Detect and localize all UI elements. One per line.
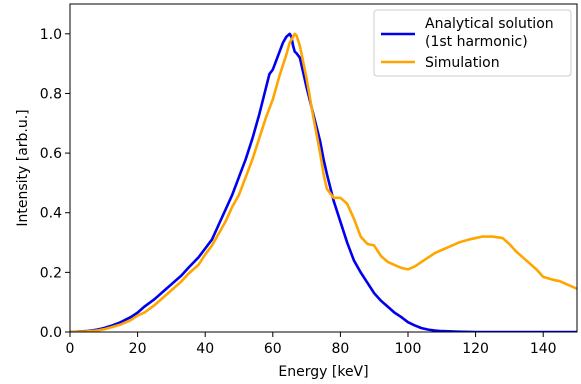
- series-line-simulation: [70, 32, 577, 332]
- y-tick-label: 0.2: [40, 265, 62, 281]
- x-tick-label: 80: [331, 341, 349, 357]
- y-axis-label: Intensity [arb.u.]: [15, 109, 31, 226]
- x-axis: 0 20 40 60 80 100 120 140: [66, 332, 557, 357]
- legend-box: [373, 9, 572, 77]
- legend: Analytical solution (1st harmonic) Simulat…: [373, 9, 572, 77]
- legend-label: Analytical solution (1st harmonic): [425, 16, 554, 50]
- x-tick-label: 100: [395, 341, 422, 357]
- x-axis-label: Energy [keV]: [278, 364, 368, 380]
- x-tick-label: 40: [196, 341, 214, 357]
- y-tick-label: 0.6: [40, 146, 62, 162]
- x-tick-label: 0: [66, 341, 75, 357]
- y-tick-label: 0.4: [40, 206, 62, 222]
- y-axis: 0.0 0.2 0.4 0.6 0.8 1.0: [40, 27, 70, 341]
- x-tick-label: 20: [129, 341, 147, 357]
- y-tick-label: 1.0: [40, 27, 62, 43]
- y-tick-label: 0.0: [40, 325, 62, 341]
- x-tick-label: 120: [462, 341, 489, 357]
- y-tick-label: 0.8: [40, 86, 62, 102]
- x-tick-label: 140: [530, 341, 557, 357]
- legend-label: Simulation: [425, 55, 500, 71]
- plot-lines: [70, 32, 577, 332]
- x-tick-label: 60: [264, 341, 282, 357]
- plot-frame: [69, 3, 578, 333]
- series-line-analytical: [70, 32, 577, 332]
